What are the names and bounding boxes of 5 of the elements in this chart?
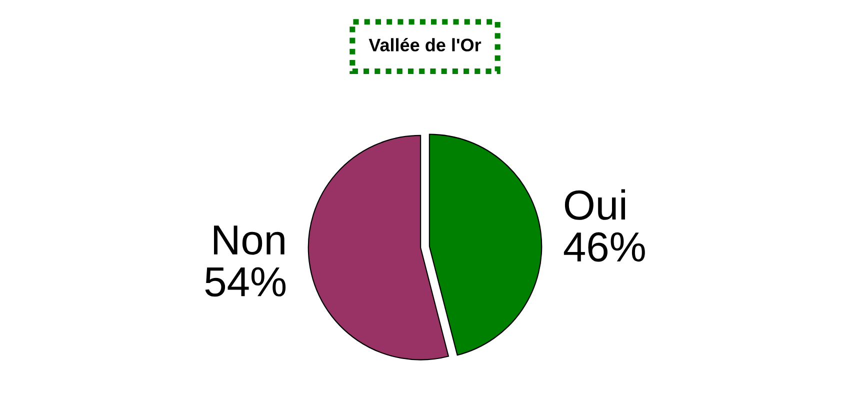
chart-title: Vallée de l'Or	[368, 38, 482, 52]
slice-label: Non	[214, 226, 284, 255]
data-label: 54%	[205, 267, 286, 297]
slice-label: Oui	[564, 189, 626, 220]
data-label: 46%	[564, 232, 645, 262]
